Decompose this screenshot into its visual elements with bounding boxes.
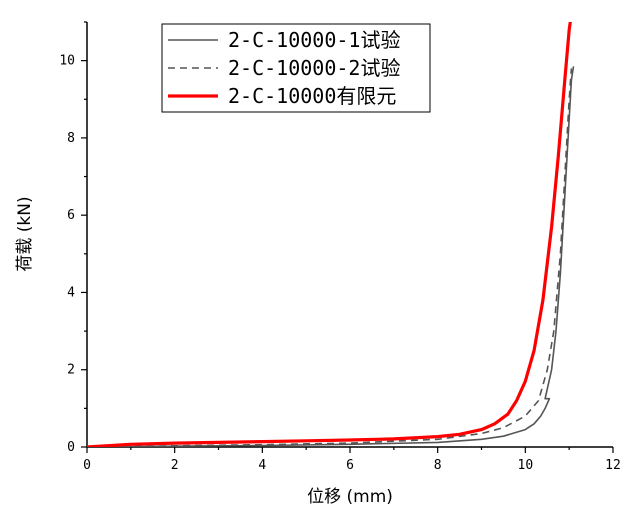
axes: 0 2 4 6 8 10 12 0 2 4 6 8 10	[59, 21, 621, 473]
x-tick-label: 12	[605, 458, 621, 473]
x-tick-label: 6	[346, 458, 354, 473]
y-tick-label: 10	[59, 54, 75, 69]
legend: 2-C-10000-1试验 2-C-10000-2试验 2-C-10000有限元	[161, 23, 431, 113]
series-line-1	[87, 66, 575, 447]
series-layer	[87, 22, 575, 447]
x-tick-label: 8	[434, 458, 442, 473]
series-line-3	[87, 22, 572, 447]
x-axis-title: 位移 (mm)	[307, 487, 393, 507]
y-tick-label: 8	[67, 131, 75, 146]
y-tick-label: 2	[67, 363, 75, 378]
legend-label-1: 2-C-10000-1试验	[228, 28, 400, 52]
y-axis-title: 荷载 (kN)	[15, 196, 35, 271]
legend-label-3: 2-C-10000有限元	[228, 84, 396, 108]
y-tick-label: 4	[67, 285, 75, 300]
x-tick-label: 0	[83, 458, 91, 473]
y-tick-label: 6	[67, 208, 75, 223]
x-tick-label: 2	[171, 458, 179, 473]
series-line-2	[87, 68, 573, 447]
x-tick-label: 10	[518, 458, 534, 473]
legend-label-2: 2-C-10000-2试验	[228, 56, 400, 80]
x-tick-label: 4	[258, 458, 266, 473]
y-tick-label: 0	[67, 440, 75, 455]
